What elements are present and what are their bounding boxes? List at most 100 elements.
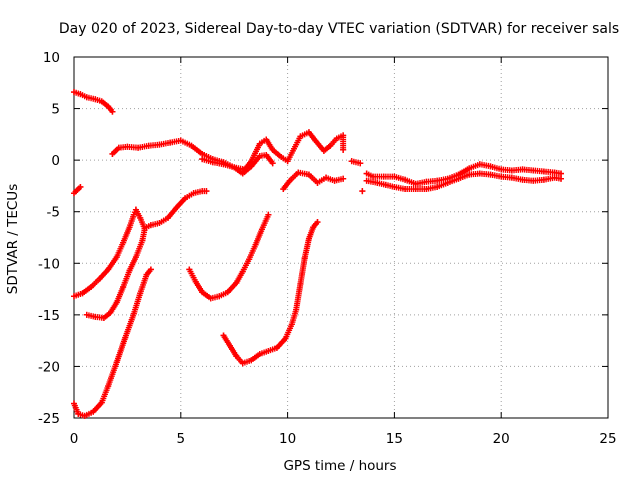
data-point	[115, 144, 122, 151]
y-tick-label: -20	[38, 359, 60, 375]
data-point	[139, 237, 146, 244]
y-axis-label: SDTVAR / TECUs	[5, 184, 21, 294]
data-point	[380, 173, 387, 180]
data-markers	[348, 158, 364, 167]
data-point	[113, 254, 120, 261]
data-point	[252, 241, 259, 248]
data-point	[530, 167, 537, 174]
data-point	[256, 351, 263, 358]
data-point	[226, 342, 233, 349]
y-tick-label: -5	[47, 205, 60, 221]
data-point	[132, 206, 139, 213]
data-point	[173, 204, 180, 211]
data-point	[333, 135, 340, 142]
data-point	[120, 284, 127, 291]
data-point	[310, 224, 317, 231]
data-point	[278, 154, 285, 161]
data-point	[434, 183, 441, 190]
data-point	[323, 174, 330, 181]
data-point	[120, 239, 127, 246]
data-point	[476, 161, 483, 168]
y-tick-label: -25	[38, 411, 60, 427]
data-point	[293, 306, 300, 313]
data-point	[423, 186, 430, 193]
data-point	[402, 186, 409, 193]
data-point	[455, 175, 462, 182]
data-point	[295, 169, 302, 176]
series-trace-1	[71, 89, 116, 115]
data-point	[519, 166, 526, 173]
data-point	[301, 255, 308, 262]
data-point	[98, 98, 105, 105]
series-trace-10	[71, 188, 210, 300]
data-point	[81, 412, 88, 419]
data-point	[340, 132, 347, 139]
data-point	[363, 170, 370, 177]
y-tick-label: -10	[38, 256, 60, 272]
data-point	[487, 171, 494, 178]
data-point	[132, 254, 139, 261]
data-point	[71, 89, 77, 96]
data-point	[167, 139, 174, 146]
data-point	[434, 177, 441, 184]
data-point	[220, 161, 227, 168]
data-markers	[363, 161, 565, 187]
data-markers	[220, 219, 321, 367]
y-tick-label: 0	[51, 153, 60, 169]
data-point	[75, 410, 82, 417]
data-point	[256, 153, 263, 160]
data-point	[540, 176, 547, 183]
series-trace-11	[83, 227, 148, 321]
data-point	[265, 211, 272, 218]
data-point	[143, 271, 150, 278]
data-point	[540, 168, 547, 175]
data-point	[282, 335, 289, 342]
data-point	[209, 159, 216, 166]
data-point	[305, 235, 312, 242]
data-point	[109, 150, 116, 157]
data-point	[239, 170, 246, 177]
data-point	[190, 190, 197, 197]
data-point	[246, 256, 253, 263]
data-point	[130, 310, 137, 317]
data-point	[90, 408, 97, 415]
data-point	[164, 214, 171, 221]
data-point	[359, 188, 366, 195]
data-point	[263, 136, 270, 143]
series-trace-2	[71, 183, 84, 197]
data-point	[98, 399, 105, 406]
data-point	[256, 140, 263, 147]
series-trace-12	[71, 266, 154, 419]
plot-border	[73, 56, 609, 419]
data-point	[312, 137, 319, 144]
data-point	[233, 353, 240, 360]
data-point	[147, 266, 154, 273]
data-point	[391, 183, 398, 190]
data-point	[519, 176, 526, 183]
data-point	[188, 142, 195, 149]
data-point	[71, 400, 77, 407]
data-point	[331, 177, 338, 184]
data-series	[71, 89, 565, 419]
data-point	[374, 179, 381, 186]
x-tick-label: 0	[70, 431, 79, 447]
series-trace-13	[186, 211, 272, 302]
data-point	[363, 177, 370, 184]
data-point	[258, 226, 265, 233]
data-point	[109, 108, 116, 115]
data-point	[92, 313, 99, 320]
data-point	[141, 227, 148, 234]
data-point	[305, 171, 312, 178]
data-point	[286, 177, 293, 184]
data-point	[231, 164, 238, 171]
data-point	[145, 142, 152, 149]
data-point	[508, 167, 515, 174]
data-point	[284, 158, 291, 165]
data-point	[100, 314, 107, 321]
data-point	[370, 173, 377, 180]
data-point	[199, 156, 206, 163]
data-point	[74, 187, 81, 194]
data-point	[340, 175, 347, 182]
series-trace-5	[280, 169, 347, 193]
